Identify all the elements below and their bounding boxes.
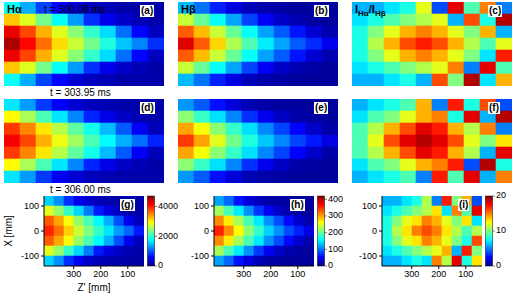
svg-text:-100: -100 (191, 251, 209, 261)
svg-text:300: 300 (328, 210, 343, 220)
html-text:(f): (f) (489, 102, 499, 113)
html-text:Z' [mm]: Z' [mm] (77, 282, 111, 293)
html-text:t = 300.00 ms: t = 300.00 ms (44, 4, 105, 15)
html-text:t = 303.95 ms: t = 303.95 ms (50, 87, 111, 98)
html-text:(g): (g) (121, 199, 134, 210)
html-text:X [mm]: X [mm] (3, 215, 14, 247)
html-text:(c): (c) (489, 5, 502, 16)
svg-text:0: 0 (372, 226, 377, 236)
svg-text:200: 200 (93, 269, 108, 279)
svg-text:100: 100 (120, 269, 135, 279)
html-text:(h): (h) (291, 199, 304, 210)
svg-text:0: 0 (496, 260, 501, 270)
svg-text:0: 0 (34, 226, 39, 236)
svg-text:20: 20 (496, 190, 506, 200)
svg-text:100: 100 (362, 201, 377, 211)
svg-text:0: 0 (158, 260, 163, 270)
svg-text:100: 100 (24, 201, 39, 211)
svg-text:100: 100 (194, 201, 209, 211)
svg-text:100: 100 (458, 269, 473, 279)
html-text:(d): (d) (141, 102, 154, 113)
svg-text:2000: 2000 (158, 231, 178, 241)
svg-text:400: 400 (328, 194, 343, 204)
html-text:(i): (i) (459, 199, 469, 210)
html-text:Hα: Hα (7, 3, 22, 15)
svg-text:10: 10 (496, 225, 506, 235)
svg-text:200: 200 (263, 269, 278, 279)
svg-text:100: 100 (290, 269, 305, 279)
html-text:Hβ: Hβ (181, 3, 196, 15)
svg-text:200: 200 (431, 269, 446, 279)
html-text:(a): (a) (141, 5, 154, 16)
html-text:(b): (b) (315, 5, 328, 16)
svg-text:-100: -100 (21, 251, 39, 261)
svg-text:-100: -100 (359, 251, 377, 261)
svg-text:100: 100 (328, 244, 343, 254)
html-text:IHα/IHβ: IHα/IHβ (355, 3, 386, 19)
svg-text:300: 300 (236, 269, 251, 279)
svg-text:0: 0 (204, 226, 209, 236)
svg-text:300: 300 (66, 269, 81, 279)
svg-text:300: 300 (404, 269, 419, 279)
svg-text:0: 0 (328, 260, 333, 270)
svg-text:200: 200 (328, 227, 343, 237)
svg-text:4000: 4000 (158, 201, 178, 211)
html-text:t = 306.00 ms: t = 306.00 ms (50, 184, 111, 195)
html-text:(e): (e) (315, 102, 328, 113)
